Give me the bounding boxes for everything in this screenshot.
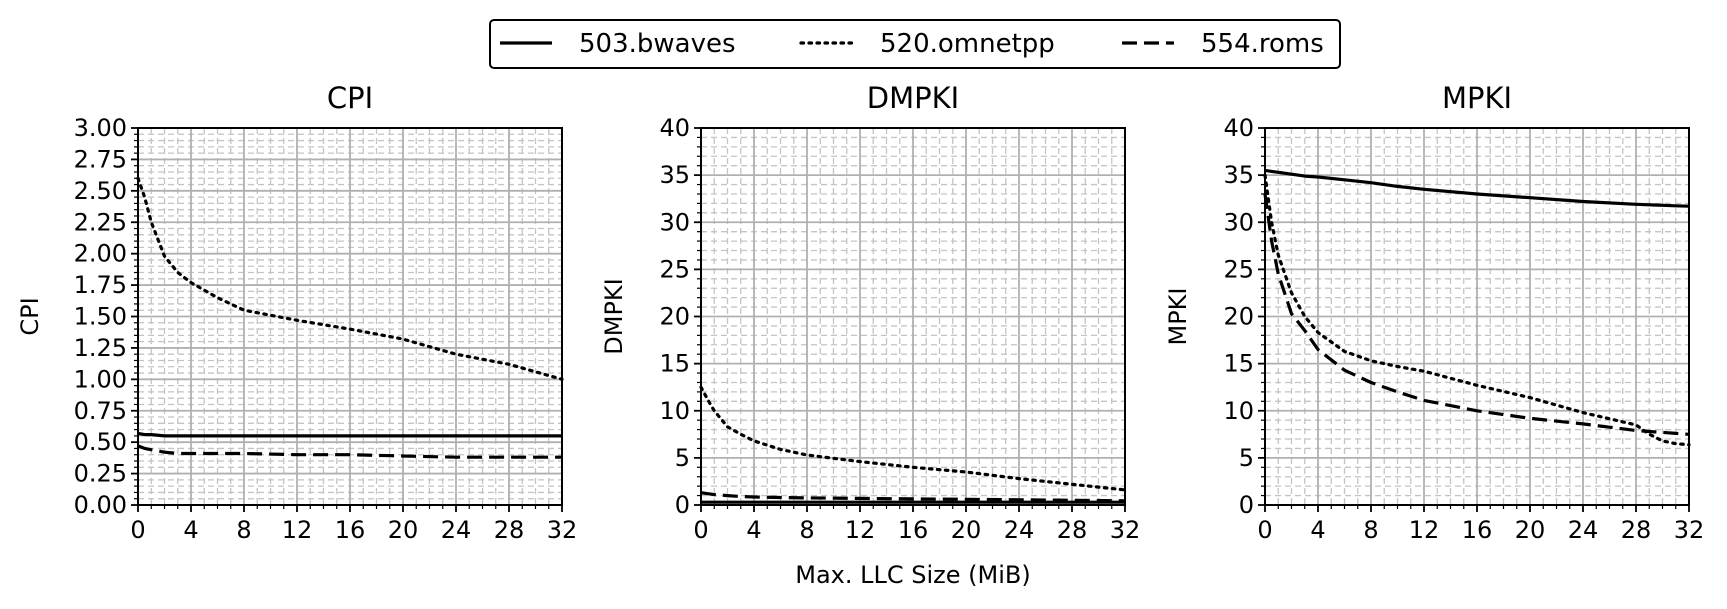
y-tick-label: 0.50	[74, 428, 127, 456]
x-tick-label: 28	[494, 516, 525, 544]
x-tick-label: 12	[845, 516, 876, 544]
y-tick-label: 0.00	[74, 491, 127, 519]
y-tick-label: 35	[1223, 161, 1254, 189]
series-line-520-omnetpp	[699, 385, 1127, 492]
x-tick-label: 20	[388, 516, 419, 544]
series-line-520-omnetpp	[136, 176, 564, 381]
y-tick-label: 15	[1223, 350, 1254, 378]
y-tick-label: 0.25	[74, 460, 127, 488]
legend: 503.bwaves 520.omnetpp 554.roms	[489, 19, 1341, 69]
legend-label: 503.bwaves	[579, 29, 736, 59]
x-tick-label: 16	[1462, 516, 1493, 544]
y-axis-title: DMPKI	[600, 278, 628, 354]
x-tick-label: 4	[1310, 516, 1325, 544]
y-tick-label: 1.50	[74, 303, 127, 331]
y-tick-label: 35	[659, 161, 690, 189]
y-tick-label: 0	[1239, 491, 1254, 519]
y-tick-label: 1.25	[74, 334, 127, 362]
x-tick-label: 0	[693, 516, 708, 544]
y-tick-label: 2.75	[74, 145, 127, 173]
y-tick-label: 2.00	[74, 240, 127, 268]
y-tick-label: 40	[1223, 114, 1254, 142]
y-tick-label: 5	[1239, 444, 1254, 472]
y-tick-label: 1.00	[74, 365, 127, 393]
y-tick-label: 5	[675, 444, 690, 472]
y-tick-label: 3.00	[74, 114, 127, 142]
x-tick-label: 0	[1257, 516, 1272, 544]
y-tick-label: 30	[1223, 208, 1254, 236]
legend-frame	[489, 19, 1341, 69]
series-line-503-bwaves	[1264, 168, 1690, 208]
y-tick-label: 10	[659, 397, 690, 425]
x-tick-label: 12	[1409, 516, 1440, 544]
panel-title: MPKI	[1442, 81, 1512, 115]
x-axis-title: Max. LLC Size (MiB)	[795, 561, 1030, 589]
legend-label: 520.omnetpp	[880, 29, 1055, 59]
y-tick-label: 25	[1223, 255, 1254, 283]
y-tick-label: 20	[659, 303, 690, 331]
y-axis-title: MPKI	[1164, 288, 1192, 346]
x-tick-label: 32	[547, 516, 578, 544]
y-tick-label: 1.75	[74, 271, 127, 299]
x-tick-label: 16	[898, 516, 929, 544]
series-line-520-omnetpp	[1263, 173, 1691, 447]
series-line-503-bwaves	[137, 431, 562, 438]
legend-label: 554.roms	[1201, 29, 1324, 59]
y-axis-title: CPI	[16, 297, 44, 335]
x-tick-label: 8	[799, 516, 814, 544]
panel-mpki: 0 4 8 12 16 20 24 28 32 0 5 10 15 20 25 30 35 40 MPKI MPKI	[1164, 81, 1704, 544]
x-tick-label: 24	[1568, 516, 1599, 544]
panel-title: CPI	[327, 81, 373, 115]
x-tick-label: 20	[951, 516, 982, 544]
series-line-554-roms	[1263, 193, 1690, 436]
x-tick-label: 8	[236, 516, 251, 544]
panel-dmpki: 0 4 8 12 16 20 24 28 32 0 5 10 15 20 25 30 35 40 DMPKI DMPK…	[600, 81, 1140, 589]
x-tick-label: 8	[1363, 516, 1378, 544]
y-tick-label: 20	[1223, 303, 1254, 331]
x-tick-label: 20	[1515, 516, 1546, 544]
x-tick-label: 24	[1004, 516, 1035, 544]
x-tick-label: 0	[130, 516, 145, 544]
x-tick-label: 4	[746, 516, 761, 544]
x-tick-label: 12	[282, 516, 313, 544]
panel-cpi: 0 4 8 12 16 20 24 28 32 0.00 0.25 0.50 0.75 1.00 1.25 1…	[16, 81, 577, 544]
y-tick-label: 2.50	[74, 177, 127, 205]
y-tick-label: 0	[675, 491, 690, 519]
series-line-554-roms	[700, 491, 1126, 503]
x-tick-label: 4	[183, 516, 198, 544]
panel-title: DMPKI	[867, 81, 959, 115]
y-tick-label: 40	[659, 114, 690, 142]
x-tick-label: 24	[441, 516, 472, 544]
x-tick-label: 32	[1110, 516, 1141, 544]
y-tick-label: 15	[659, 350, 690, 378]
y-tick-label: 30	[659, 208, 690, 236]
y-tick-label: 10	[1223, 397, 1254, 425]
x-tick-label: 28	[1621, 516, 1652, 544]
y-tick-label: 0.75	[74, 397, 127, 425]
y-tick-label: 25	[659, 255, 690, 283]
x-tick-label: 16	[335, 516, 366, 544]
series-line-554-roms	[137, 444, 562, 459]
x-tick-label: 32	[1674, 516, 1705, 544]
x-tick-label: 28	[1057, 516, 1088, 544]
y-tick-label: 2.25	[74, 208, 127, 236]
